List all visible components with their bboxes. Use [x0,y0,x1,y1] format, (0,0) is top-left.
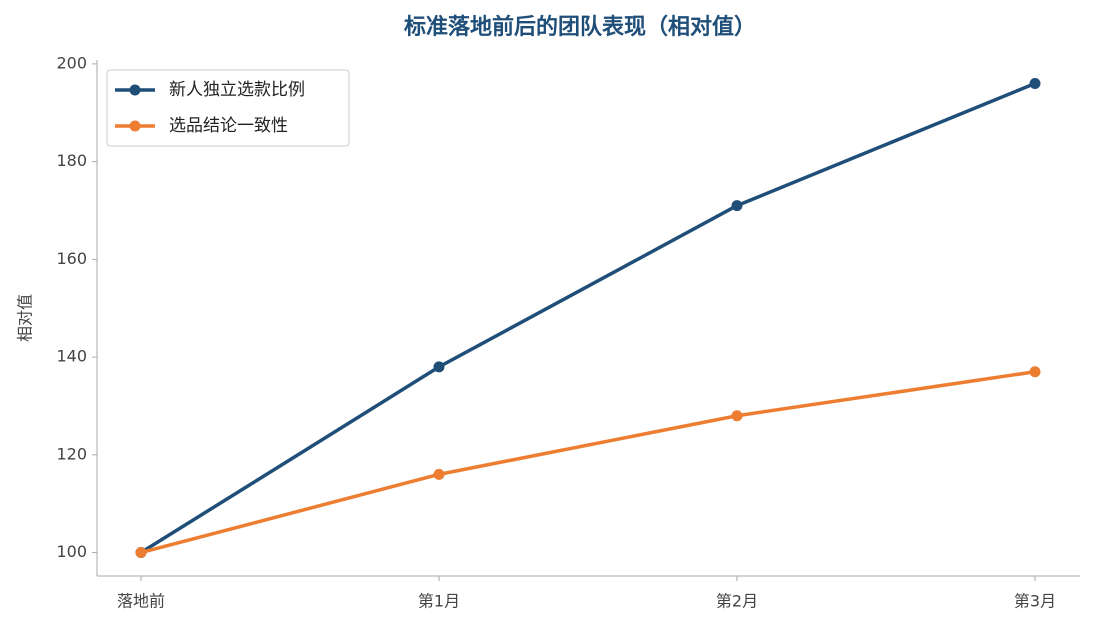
x-tick-label: 第1月 [418,592,460,611]
data-point [433,468,445,480]
series-line [140,81,1036,555]
y-tick-label: 180 [56,151,87,170]
data-point [433,361,445,373]
data-point [731,410,743,422]
y-tick-label: 160 [56,249,87,268]
x-tick-label: 落地前 [117,592,165,611]
legend-label: 新人独立选款比例 [169,80,305,100]
data-point [1029,77,1041,89]
y-tick-label: 120 [56,444,87,463]
series-line [140,370,1036,555]
y-tick-label: 200 [56,53,87,72]
data-point [731,200,743,212]
y-axis-label: 相对值 [16,294,35,342]
chart-title: 标准落地前后的团队表现（相对值） [404,14,756,40]
legend-marker [129,120,141,132]
data-point [1029,366,1041,378]
legend-box [106,69,350,147]
x-tick-label: 第2月 [716,592,758,611]
x-tick-label: 第3月 [1014,592,1056,611]
data-point [135,547,147,559]
legend-label: 选品结论一致性 [169,116,288,136]
legend-marker [129,84,141,96]
y-tick-label: 100 [56,542,87,561]
y-tick-label: 140 [56,347,87,366]
